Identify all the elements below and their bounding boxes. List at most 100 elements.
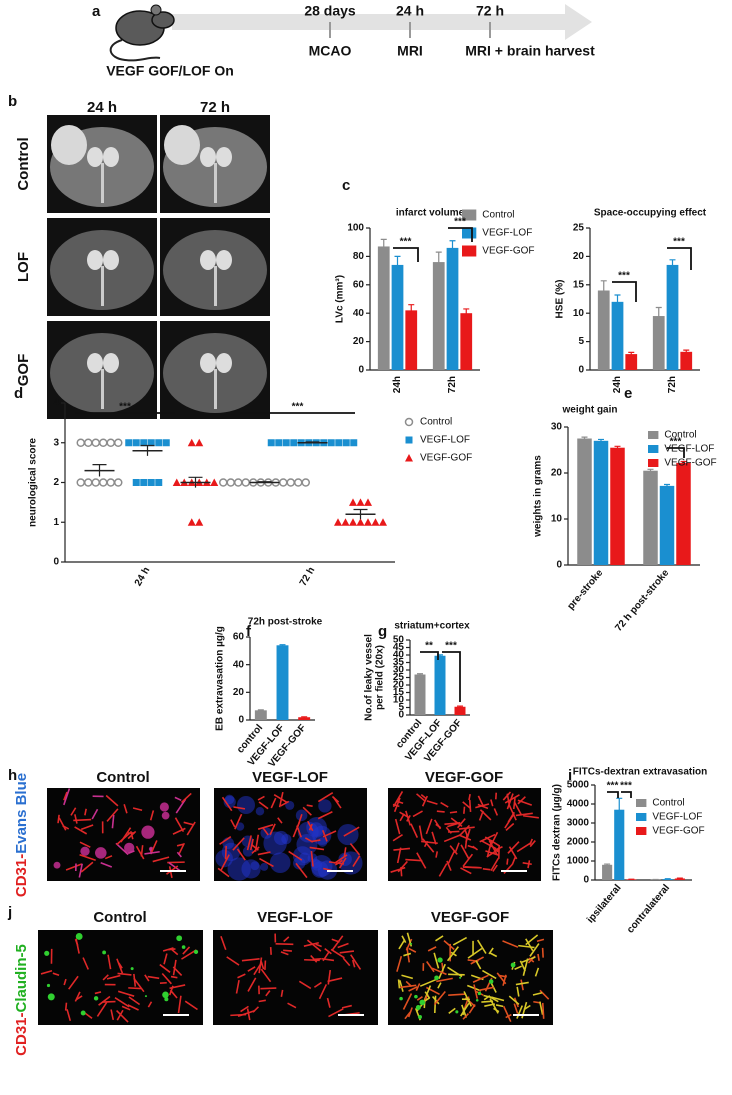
vessel xyxy=(106,974,121,980)
claudin-spot xyxy=(488,979,494,984)
vessel xyxy=(235,979,240,994)
vessel xyxy=(80,861,94,873)
bar xyxy=(593,440,609,565)
y-tick-label: 3000 xyxy=(567,818,590,829)
lesion xyxy=(51,125,87,165)
mri-image xyxy=(160,115,270,213)
y-axis-label: per field (20x) xyxy=(375,645,386,710)
vessel xyxy=(426,961,435,973)
vessel xyxy=(437,982,442,989)
significance-bracket xyxy=(621,791,632,798)
y-tick-label: 20 xyxy=(551,468,563,479)
vessel xyxy=(306,804,313,807)
vessel xyxy=(326,997,331,1008)
image-background xyxy=(47,788,200,881)
y-tick-label: 40 xyxy=(353,308,365,319)
vessel xyxy=(304,958,320,962)
vessel xyxy=(460,1002,470,1017)
x-tick-label: ipsilateral xyxy=(585,882,624,925)
vessel xyxy=(257,795,265,801)
legend-label: Control xyxy=(652,798,684,809)
vessel xyxy=(264,960,267,971)
vessel xyxy=(392,791,404,808)
vessel xyxy=(392,834,403,842)
image-background xyxy=(213,930,378,1025)
vessel xyxy=(105,794,119,807)
stain-name: CD31- xyxy=(13,854,30,897)
vessel xyxy=(310,954,318,963)
x-tick-label: 72 h xyxy=(298,565,318,588)
y-tick-label: 80 xyxy=(353,251,365,262)
y-axis-label: weights in grams xyxy=(533,455,544,538)
claudin-spot xyxy=(415,1004,421,1010)
vessel xyxy=(116,1009,129,1023)
vessel xyxy=(260,968,272,983)
error-bar xyxy=(394,255,401,274)
legend-label: Control xyxy=(420,417,452,428)
mri-image xyxy=(47,115,157,213)
vessel xyxy=(394,818,401,835)
vessel xyxy=(258,801,269,810)
bar xyxy=(662,879,673,880)
dot xyxy=(275,439,283,447)
stain-name: CD31- xyxy=(13,1012,30,1055)
claudin-spot xyxy=(44,950,50,956)
vessel xyxy=(350,954,362,970)
legend-swatch xyxy=(636,799,647,807)
dot xyxy=(187,438,196,447)
lesion xyxy=(164,125,200,165)
dot xyxy=(301,478,310,487)
legend-swatch xyxy=(648,445,659,453)
row-label: GOF xyxy=(15,354,32,387)
vessel xyxy=(483,995,491,1001)
vessel xyxy=(467,947,483,959)
vessel xyxy=(283,936,290,943)
vessel xyxy=(504,794,520,804)
panel-label: j xyxy=(7,904,12,921)
dot xyxy=(147,479,155,486)
y-tick-label: 1 xyxy=(53,517,59,528)
vessel xyxy=(295,862,308,879)
vessel xyxy=(303,941,319,947)
ventricle xyxy=(103,353,119,373)
midline xyxy=(101,266,104,306)
vessel xyxy=(63,978,67,986)
vessel xyxy=(292,821,301,838)
error-bar xyxy=(257,481,272,484)
vessel xyxy=(159,963,171,973)
micrograph xyxy=(38,930,203,1025)
vessel xyxy=(468,794,471,801)
column-header: Control xyxy=(96,769,149,786)
vessel xyxy=(508,995,520,1005)
dye-blob xyxy=(227,857,251,881)
vessel xyxy=(493,1007,500,1013)
vessel xyxy=(481,969,497,980)
error-bar xyxy=(614,445,621,450)
claudin-spot xyxy=(102,950,107,955)
legend-marker xyxy=(405,436,413,444)
dot xyxy=(364,518,372,526)
vessel xyxy=(317,791,334,803)
dye-blob xyxy=(224,794,235,805)
y-tick-label: 2000 xyxy=(567,837,590,848)
significance-bracket xyxy=(607,791,619,798)
bar xyxy=(391,264,404,370)
vessel xyxy=(520,979,524,991)
vessel xyxy=(505,822,515,831)
vessel xyxy=(516,841,532,853)
vessel xyxy=(168,866,173,879)
vessel xyxy=(445,826,452,834)
significance-label: *** xyxy=(607,781,619,792)
vessel xyxy=(233,806,246,810)
vessel xyxy=(338,857,347,869)
y-tick-label: 4000 xyxy=(567,799,590,810)
vessel xyxy=(529,840,536,848)
vessel xyxy=(174,796,182,802)
claudin-spot xyxy=(176,935,183,942)
legend-swatch xyxy=(462,209,477,221)
vessel xyxy=(488,947,494,955)
vessel xyxy=(79,841,91,848)
dye-blob xyxy=(285,800,295,810)
significance-label: *** xyxy=(673,237,685,248)
vessel xyxy=(398,939,406,950)
